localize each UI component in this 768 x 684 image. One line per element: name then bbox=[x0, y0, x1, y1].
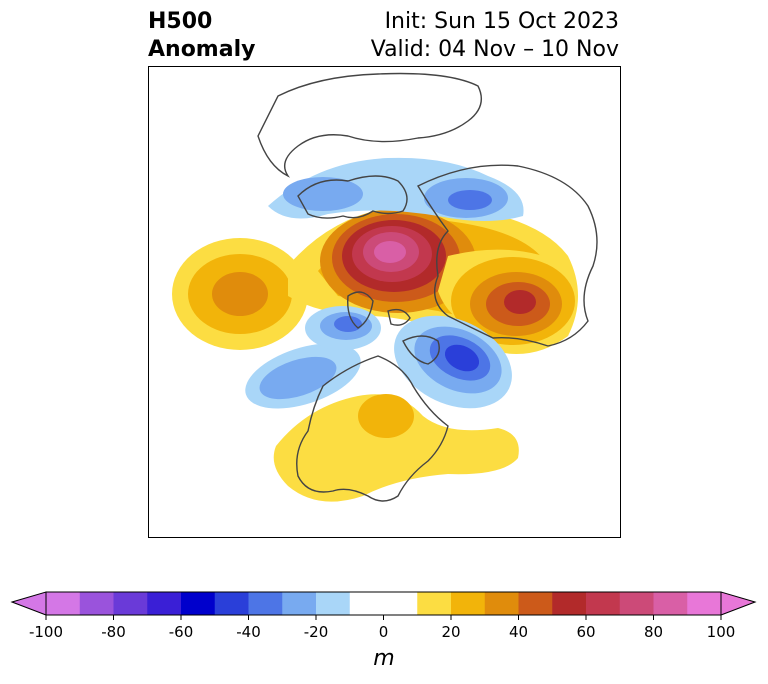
anomaly-europe-russia bbox=[288, 204, 578, 354]
colorbar-swatch bbox=[552, 592, 587, 615]
colorbar-swatch bbox=[451, 592, 486, 615]
colorbar-ticks bbox=[45, 615, 722, 620]
title-left: H500 Anomaly bbox=[148, 8, 255, 64]
colorbar-unit: m bbox=[373, 646, 395, 671]
title-right: Init: Sun 15 Oct 2023 Valid: 04 Nov – 10… bbox=[371, 8, 619, 64]
colorbar-tick-label: 80 bbox=[643, 623, 664, 641]
colorbar-tick-label: 0 bbox=[378, 623, 389, 641]
colorbar-swatch bbox=[181, 592, 216, 615]
colorbar-swatch bbox=[518, 592, 553, 615]
colorbar-swatch bbox=[349, 592, 384, 615]
init-time: Init: Sun 15 Oct 2023 bbox=[384, 9, 619, 34]
colorbar-tick-label: 100 bbox=[706, 623, 736, 641]
colorbar-swatch bbox=[653, 592, 688, 615]
colorbar-boxes bbox=[46, 592, 722, 615]
colorbar-tick-label: -60 bbox=[168, 623, 194, 641]
colorbar-tick-label: -100 bbox=[28, 623, 64, 641]
colorbar-extend-low bbox=[10, 591, 47, 616]
colorbar-tick-label: 60 bbox=[576, 623, 596, 641]
colorbar-swatch bbox=[113, 592, 148, 615]
title-variable: H500 bbox=[148, 9, 213, 34]
colorbar-tick-label: -80 bbox=[101, 623, 126, 641]
colorbar bbox=[10, 591, 757, 620]
colorbar-swatch bbox=[316, 592, 351, 615]
colorbar-tick-label: 20 bbox=[441, 623, 461, 641]
colorbar-swatch bbox=[619, 592, 654, 615]
colorbar-swatch bbox=[417, 592, 452, 615]
anomaly-africa bbox=[268, 157, 524, 221]
coastlines bbox=[257, 72, 598, 502]
colorbar-swatch bbox=[79, 592, 114, 615]
colorbar-swatch bbox=[383, 592, 418, 615]
anomaly-siberia bbox=[438, 249, 576, 348]
valid-range: Valid: 04 Nov – 10 Nov bbox=[370, 37, 619, 62]
colorbar-tick-label: 40 bbox=[508, 623, 529, 641]
anomaly-north-atlantic bbox=[172, 238, 308, 350]
anomaly-shading bbox=[172, 157, 578, 502]
colorbar-swatch bbox=[248, 592, 283, 615]
colorbar-tick-label: -20 bbox=[303, 623, 329, 641]
anomaly-bering bbox=[394, 315, 512, 409]
colorbar-swatch bbox=[586, 592, 621, 615]
anomaly-gulf-of-alaska bbox=[245, 306, 381, 409]
colorbar-extend-high bbox=[720, 591, 757, 616]
colorbar-swatch bbox=[214, 592, 249, 615]
anomaly-map bbox=[148, 66, 621, 538]
colorbar-swatch bbox=[147, 592, 182, 615]
colorbar-swatch bbox=[46, 592, 81, 615]
title-kind: Anomaly bbox=[148, 37, 256, 62]
anomaly-north-america bbox=[273, 394, 519, 502]
colorbar-tick-label: -40 bbox=[236, 623, 261, 641]
colorbar-swatch bbox=[687, 592, 722, 615]
colorbar-swatch bbox=[282, 592, 317, 615]
map-frame bbox=[148, 66, 621, 538]
colorbar-swatch bbox=[484, 592, 519, 615]
